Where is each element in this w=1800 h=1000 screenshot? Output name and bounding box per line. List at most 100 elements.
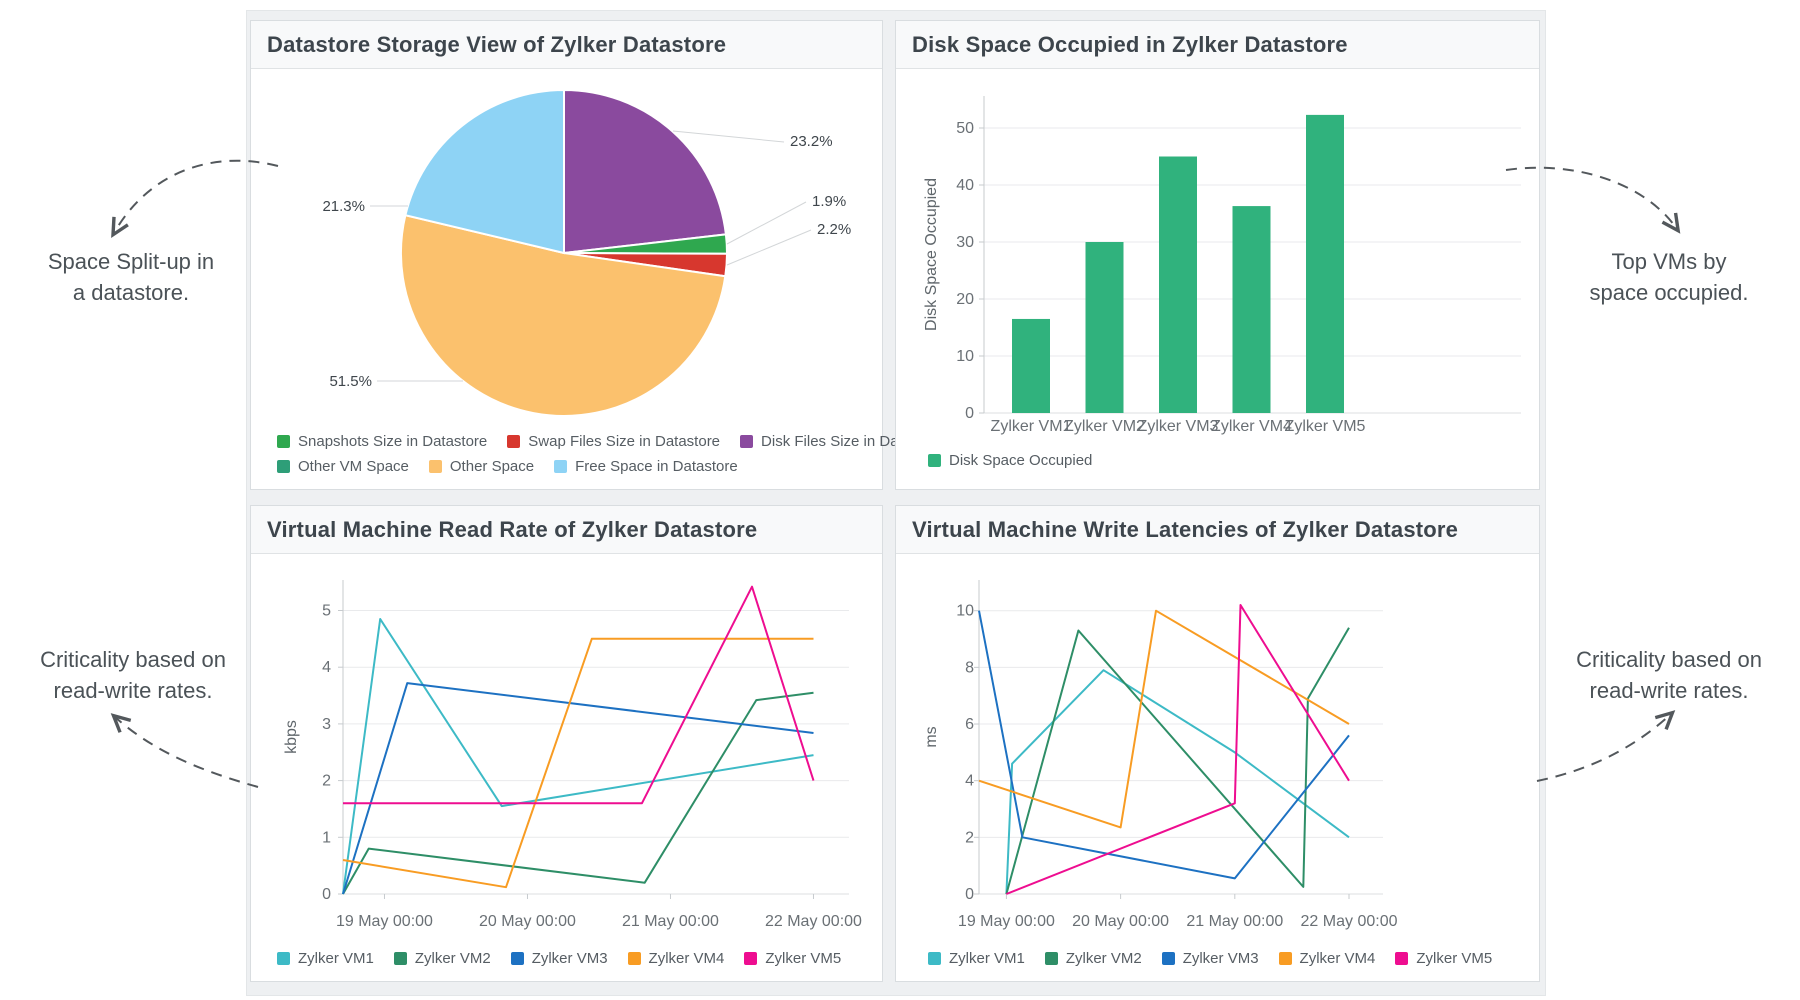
line-series[interactable] xyxy=(342,618,814,895)
annotation-line: Criticality based on xyxy=(40,647,226,672)
legend-swatch-icon xyxy=(277,460,290,473)
read-rate-line-chart[interactable]: 0 1 2 3 4 5 19 May 00:00 20 May 00:00 21 May 00:… xyxy=(251,554,882,982)
line-series[interactable] xyxy=(978,609,1350,829)
pie-percent-label: 1.9% xyxy=(812,193,846,210)
legend-label: Other Space xyxy=(449,458,535,475)
pie-slice[interactable] xyxy=(400,213,727,417)
legend-label: Other VM Space xyxy=(298,458,409,475)
panel-title-bar: Disk Space Occupied in Zylker Datastore xyxy=(896,21,1539,69)
bar-chart-body: 0 10 20 30 40 50 Zylker VM1 Zylker VM2 Zylker VM… xyxy=(896,69,1539,489)
x-category-label: Zylker VM2 xyxy=(1064,418,1145,435)
legend-item[interactable]: Zylker VM5 xyxy=(744,950,841,967)
legend-swatch-icon xyxy=(740,435,754,448)
y-tick-label: 0 xyxy=(322,886,331,903)
legend-item[interactable]: Zylker VM1 xyxy=(928,950,1025,967)
legend-label: Free Space in Datastore xyxy=(575,458,738,475)
legend-item[interactable]: Free Space in Datastore xyxy=(554,458,738,475)
x-tick-label: 22 May 00:00 xyxy=(765,913,862,930)
pie-slice[interactable] xyxy=(404,88,565,255)
bar[interactable] xyxy=(1159,156,1197,414)
legend-label: Zylker VM5 xyxy=(1416,950,1493,967)
annotation-line: Top VMs by xyxy=(1611,249,1727,274)
legend-label: Zylker VM3 xyxy=(1182,950,1259,967)
legend-item[interactable]: Other VM Space xyxy=(277,458,409,475)
y-tick-label: 1 xyxy=(322,829,331,846)
pie-slice[interactable] xyxy=(563,88,728,255)
legend-label: Zylker VM4 xyxy=(1299,950,1376,967)
line-series[interactable] xyxy=(342,682,814,895)
legend-item[interactable]: Other Space xyxy=(428,458,535,475)
legend-item[interactable]: Zylker VM4 xyxy=(1278,950,1376,967)
legend-item[interactable]: Swap Files Size in Datastore xyxy=(507,433,720,450)
annotation-criticality-right: Criticality based on read-write rates. xyxy=(1538,644,1800,706)
legend-swatch-icon xyxy=(554,460,568,473)
legend-swatch-icon xyxy=(277,952,290,965)
line-series[interactable] xyxy=(343,585,815,805)
legend-swatch-icon xyxy=(393,952,407,965)
legend-row: Zylker VM1 Zylker VM2 Zylker VM3 Zylker VM4… xyxy=(277,950,841,967)
legend-label: Swap Files Size in Datastore xyxy=(528,433,721,450)
y-axis-title: kbps xyxy=(283,720,300,754)
y-tick-label: 5 xyxy=(322,603,331,620)
y-tick-label: 30 xyxy=(956,234,974,251)
bar[interactable] xyxy=(1306,114,1344,413)
annotation-line: a datastore. xyxy=(72,280,190,305)
y-tick-label: 3 xyxy=(322,716,331,733)
y-tick-label: 4 xyxy=(965,773,974,790)
curved-arrow-icon xyxy=(1536,710,1676,782)
legend-swatch-icon xyxy=(1161,952,1175,965)
legend-item[interactable]: Zylker VM5 xyxy=(1395,950,1492,967)
annotation-space-splitup: Space Split-up in a datastore. xyxy=(0,246,262,308)
legend-label: Zylker VM2 xyxy=(414,950,491,967)
x-category-label: Zylker VM4 xyxy=(1211,418,1292,435)
legend-item[interactable]: Zylker VM3 xyxy=(1161,950,1259,967)
legend-swatch-icon xyxy=(277,435,290,448)
legend-item[interactable]: Zylker VM1 xyxy=(277,950,374,967)
x-tick-label: 20 May 00:00 xyxy=(1072,913,1169,930)
legend-label: Zylker VM4 xyxy=(648,950,725,967)
y-tick-label: 6 xyxy=(965,716,974,733)
y-tick-label: 0 xyxy=(965,405,974,422)
panel-title-bar: Datastore Storage View of Zylker Datasto… xyxy=(251,21,882,69)
bar[interactable] xyxy=(1012,318,1050,413)
write-latency-legend: Zylker VM1 Zylker VM2 Zylker VM3 Zylker VM4… xyxy=(928,950,1492,967)
legend-swatch-icon xyxy=(744,952,758,965)
pie-percent-label: 23.2% xyxy=(790,133,833,150)
legend-label: Snapshots Size in Datastore xyxy=(298,433,488,450)
bar[interactable] xyxy=(1085,242,1124,413)
y-tick-label: 40 xyxy=(956,177,974,194)
legend-item[interactable]: Disk Space Occupied xyxy=(928,452,1092,469)
legend-item[interactable]: Zylker VM4 xyxy=(627,950,725,967)
legend-row: Other VM Space Other Space Free Space in D… xyxy=(277,458,944,475)
legend-label: Zylker VM5 xyxy=(765,950,842,967)
legend-swatch-icon xyxy=(928,952,941,965)
legend-item[interactable]: Snapshots Size in Datastore xyxy=(277,433,487,450)
pie-chart[interactable]: 23.2% 1.9% 2.2% 51.5% 21.3% xyxy=(251,69,882,490)
pie-percent-label: 2.2% xyxy=(817,221,851,238)
legend-item[interactable]: Zylker VM3 xyxy=(510,950,608,967)
write-latency-line-chart[interactable]: 0 2 4 6 8 10 19 May 00:00 20 May 00:00 21 May 00… xyxy=(896,554,1539,982)
line-series[interactable] xyxy=(1005,669,1350,895)
line-series[interactable] xyxy=(1005,627,1350,895)
bar[interactable] xyxy=(1232,206,1271,413)
legend-swatch-icon xyxy=(928,454,941,467)
legend-item[interactable]: Zylker VM2 xyxy=(393,950,491,967)
legend-row: Disk Space Occupied xyxy=(928,452,1092,469)
panel-title-bar: Virtual Machine Write Latencies of Zylke… xyxy=(896,506,1539,554)
label-leader-line xyxy=(726,201,807,245)
line-series[interactable] xyxy=(1006,604,1350,895)
label-leader-line xyxy=(672,130,785,143)
annotation-line: Criticality based on xyxy=(1576,647,1762,672)
annotation-line: read-write rates. xyxy=(1589,678,1749,703)
y-tick-label: 10 xyxy=(956,603,974,620)
y-tick-label: 0 xyxy=(965,886,974,903)
line-series[interactable] xyxy=(978,610,1350,880)
legend-swatch-icon xyxy=(1395,952,1409,965)
legend-swatch-icon xyxy=(507,435,521,448)
line-series[interactable] xyxy=(342,637,814,889)
legend-item[interactable]: Zylker VM2 xyxy=(1044,950,1142,967)
annotation-line: space occupied. xyxy=(1589,280,1749,305)
y-tick-label: 2 xyxy=(965,829,974,846)
